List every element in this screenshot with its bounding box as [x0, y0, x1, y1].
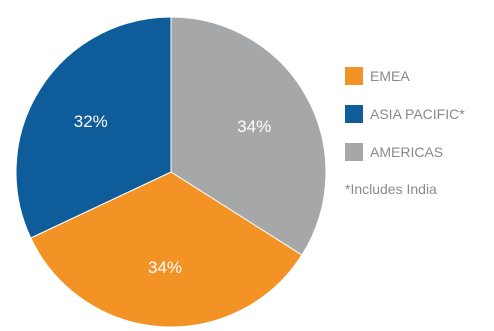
pie-slices [15, 16, 327, 328]
legend-swatch-emea [345, 67, 363, 85]
legend-swatch-asia-pacific [345, 105, 363, 123]
pie-slice-label-emea: 34% [148, 258, 182, 277]
pie-slice-labels: 34% 34% 32% [74, 112, 271, 277]
pie-slice-asia-pacific [15, 16, 172, 239]
pie-slice-label-asia-pacific: 32% [74, 112, 108, 131]
legend-label-asia-pacific: ASIA PACIFIC* [370, 106, 465, 122]
pie-slice-emea [30, 171, 303, 328]
legend: EMEA ASIA PACIFIC* AMERICAS *Includes In… [345, 67, 465, 197]
legend-label-emea: EMEA [370, 68, 410, 84]
footnote-includes-india: *Includes India [345, 181, 437, 197]
pie-slice-label-americas: 34% [237, 117, 271, 136]
legend-label-americas: AMERICAS [370, 144, 443, 160]
pie-slice-americas [170, 16, 327, 256]
legend-swatch-americas [345, 143, 363, 161]
